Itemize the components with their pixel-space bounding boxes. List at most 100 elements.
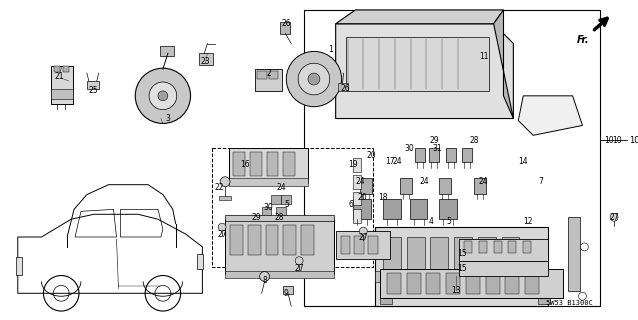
Circle shape <box>158 91 168 101</box>
Bar <box>338 83 348 91</box>
Bar <box>272 195 281 204</box>
Text: 27: 27 <box>359 233 368 242</box>
Bar <box>525 273 539 294</box>
Bar <box>415 148 424 162</box>
Bar <box>225 219 334 274</box>
Bar <box>494 241 501 253</box>
Text: 6: 6 <box>348 200 353 209</box>
Bar <box>407 273 420 294</box>
Bar <box>219 196 231 200</box>
Bar <box>229 178 308 186</box>
Text: 15: 15 <box>457 249 467 258</box>
Bar <box>410 199 427 219</box>
Polygon shape <box>336 10 503 24</box>
Circle shape <box>308 73 320 85</box>
Text: 30: 30 <box>405 144 415 153</box>
Bar <box>501 237 519 273</box>
Bar <box>383 237 401 273</box>
Text: 31: 31 <box>433 144 442 153</box>
Text: 14: 14 <box>519 157 528 166</box>
Bar <box>212 148 373 267</box>
Bar <box>249 152 262 176</box>
Bar <box>454 237 472 273</box>
Bar <box>51 66 73 104</box>
Text: 22: 22 <box>214 183 224 192</box>
Bar <box>256 71 267 79</box>
Bar <box>262 207 272 217</box>
Bar <box>281 195 291 204</box>
Circle shape <box>579 292 586 300</box>
Bar <box>200 53 213 65</box>
Circle shape <box>135 68 191 124</box>
Bar <box>283 225 296 255</box>
Bar <box>341 236 350 254</box>
Bar <box>474 178 486 194</box>
Bar <box>387 273 401 294</box>
Text: 27: 27 <box>218 229 227 238</box>
Text: 29: 29 <box>252 213 262 222</box>
Bar <box>375 227 548 306</box>
Bar <box>225 271 334 278</box>
Bar <box>225 215 334 221</box>
Bar <box>283 152 295 176</box>
Text: 27: 27 <box>609 213 619 222</box>
Bar <box>505 273 519 294</box>
Text: 8: 8 <box>262 276 267 285</box>
Bar <box>538 296 550 304</box>
Text: 27: 27 <box>294 264 304 273</box>
Text: 28: 28 <box>274 213 284 222</box>
Bar <box>478 237 496 273</box>
Text: 19: 19 <box>348 160 359 169</box>
Text: 23: 23 <box>200 57 210 66</box>
Text: Fr.: Fr. <box>577 35 590 44</box>
Bar <box>523 241 531 253</box>
Text: 1: 1 <box>329 45 333 54</box>
Text: 3: 3 <box>165 114 170 123</box>
Bar <box>429 148 440 162</box>
Bar <box>51 89 73 99</box>
Bar <box>380 296 392 304</box>
Text: 30: 30 <box>263 203 274 212</box>
Text: 16: 16 <box>240 160 249 169</box>
Text: 20: 20 <box>357 193 367 202</box>
Bar <box>486 273 500 294</box>
Bar <box>383 199 401 219</box>
Circle shape <box>260 272 269 281</box>
Bar <box>353 199 371 219</box>
Bar <box>267 152 278 176</box>
Text: 26: 26 <box>341 84 350 93</box>
Bar <box>431 237 449 273</box>
Text: 18: 18 <box>378 193 388 202</box>
Text: 24: 24 <box>479 177 489 186</box>
Text: 5W53 B1300C: 5W53 B1300C <box>545 300 592 306</box>
Bar <box>446 273 460 294</box>
Bar <box>353 158 361 172</box>
Text: 11: 11 <box>479 52 489 61</box>
Text: 10: 10 <box>629 136 638 145</box>
Bar <box>16 257 22 275</box>
Bar <box>54 66 60 72</box>
Text: 7: 7 <box>538 177 544 186</box>
Bar <box>466 273 480 294</box>
Bar <box>446 148 456 162</box>
Text: 2: 2 <box>266 68 271 78</box>
Bar <box>464 241 472 253</box>
Text: 12: 12 <box>523 217 533 226</box>
Text: 5: 5 <box>447 217 452 226</box>
Bar <box>368 236 378 254</box>
Bar <box>353 192 361 205</box>
Bar <box>355 236 364 254</box>
Bar <box>276 207 286 217</box>
Circle shape <box>359 227 367 235</box>
Bar <box>353 175 361 188</box>
Bar <box>280 22 290 34</box>
Text: 24: 24 <box>420 177 429 186</box>
Text: 10: 10 <box>604 136 614 145</box>
Text: 26: 26 <box>281 19 291 28</box>
Text: 4: 4 <box>429 217 434 226</box>
Bar <box>508 241 516 253</box>
Bar <box>301 225 314 255</box>
Text: 24: 24 <box>392 157 402 166</box>
Text: 24: 24 <box>276 183 286 192</box>
Circle shape <box>610 213 618 221</box>
